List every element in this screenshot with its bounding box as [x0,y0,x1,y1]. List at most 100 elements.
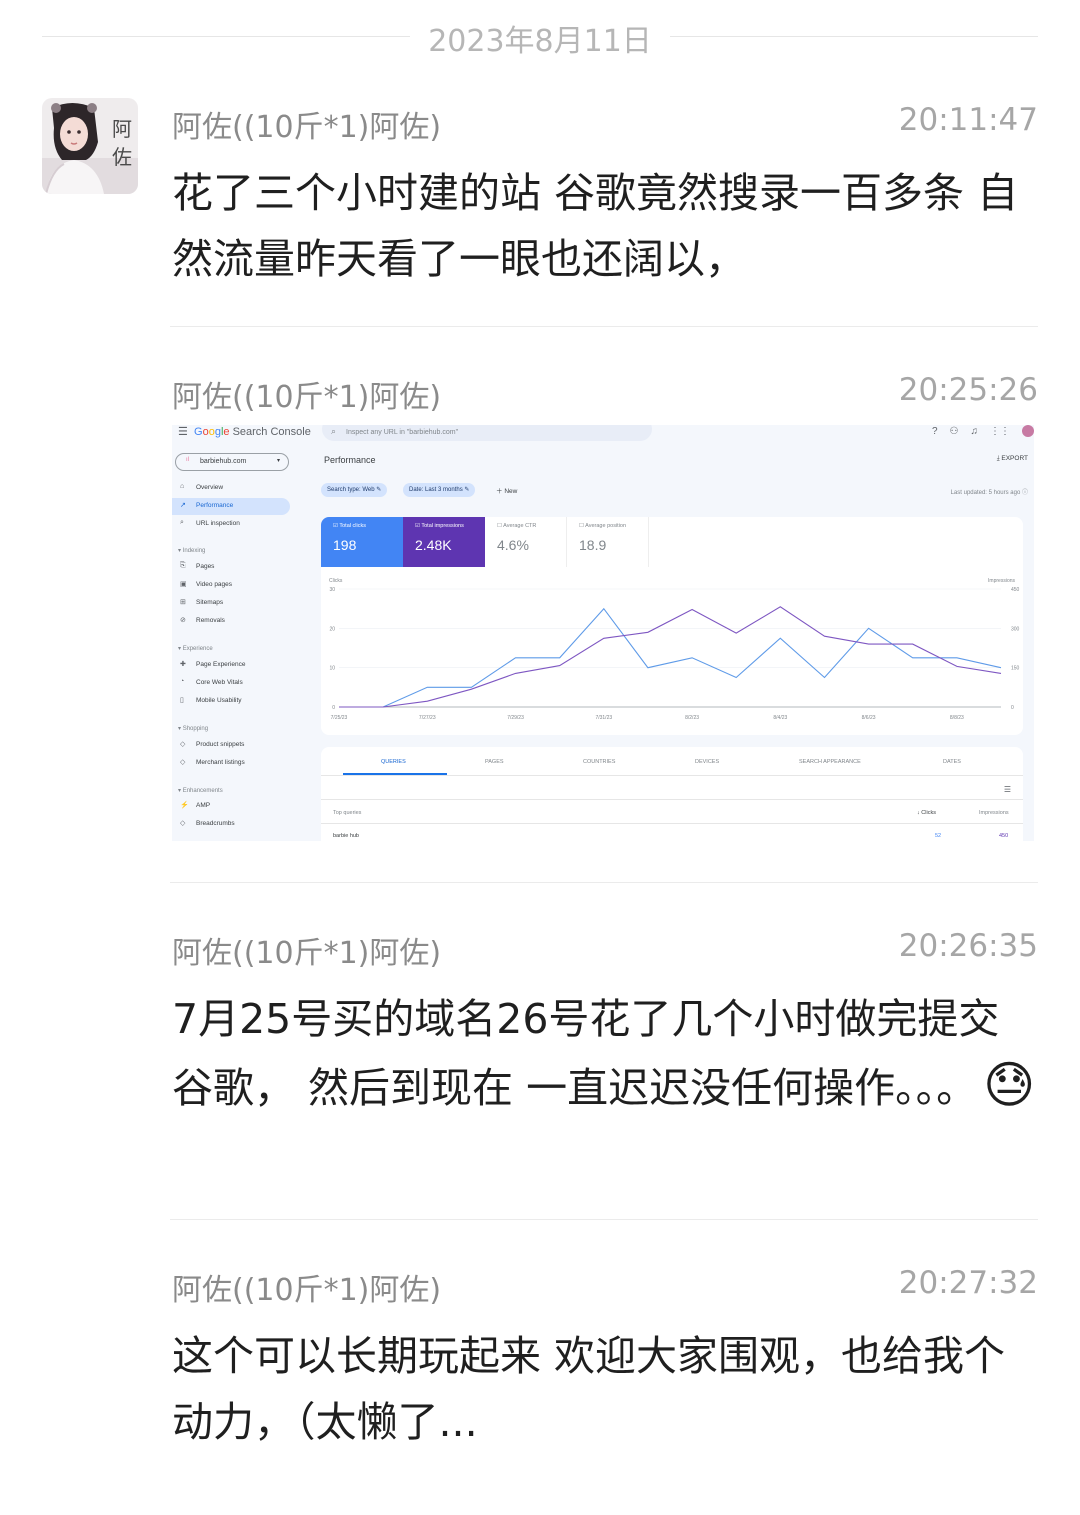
message-divider [170,1219,1038,1220]
sender-name[interactable]: 阿佐((10斤*1)阿佐) [172,110,442,145]
table-row-query: barbie hub [333,833,359,839]
nav-core-web-vitals: ◔ Core Web Vitals [180,678,243,686]
col-impressions: Impressions [979,810,1009,816]
chip-search-type: Search type: Web ✎ [321,483,388,497]
message[interactable]: 阿佐((10斤*1)阿佐) 20:26:35 7月25号买的域名26号花了几个小… [172,928,1038,1121]
nav-overview: ⌂ Overview [180,483,224,491]
nav-section-indexing: ▾ Indexing [178,548,206,554]
facepalm-emoji-icon: 😓 [983,1056,1036,1114]
x-tick-label: 8/4/23 [773,715,787,721]
gsc-topbar-icons: ? ⚇ ♫ ⋮⋮ [920,425,1034,437]
filter-icon: ☰ [1003,785,1011,794]
x-tick-label: 8/6/23 [862,715,876,721]
bolt-icon: ⚡ [180,802,189,809]
gsc-logo: ☰ Google Search Console [178,426,311,438]
nav-merchant-listings: ◇ Merchant listings [180,759,245,766]
performance-chart-card: ☑ Total clicks 198 ☑ Total impressions 2… [321,517,1023,735]
nav-pages: ⎘ Pages [180,562,215,570]
nav-sitemaps: ⊞ Sitemaps [180,599,224,606]
series-line-total-clicks [339,607,1002,708]
message-text: 7月25号买的域名26号花了几个小时做完提交谷歌， 然后到现在 一直迟迟没任何操… [172,995,1036,1114]
queries-table-card: QUERIES PAGES COUNTRIES DEVICES SEARCH A… [321,747,1023,841]
sender-name[interactable]: 阿佐((10斤*1)阿佐) [172,936,442,971]
export-button: ⤓ EXPORT [996,455,1028,462]
nav-url-inspection: ⌕ URL inspection [180,519,240,527]
message[interactable]: 阿佐((10斤*1)阿佐) 20:27:32 这个可以长期玩起来 欢迎大家围观，… [172,1265,1038,1455]
pencil-icon: ✎ [464,487,470,493]
col-top-queries: Top queries [333,810,362,816]
message-divider [170,882,1038,883]
gsc-search-input: ⌕ Inspect any URL in "barbiehub.com" [322,425,652,441]
divider-line [42,36,410,37]
y-tick-label-right: 0 [1011,705,1014,711]
y-tick-label-left: 0 [332,705,335,711]
menu-icon: ☰ [178,426,188,438]
pages-icon: ⎘ [180,562,186,569]
x-tick-label: 7/31/23 [595,715,612,721]
nav-section-enhancements: ▾ Enhancements [178,788,223,794]
message-time: 20:26:35 [898,928,1038,964]
diamond-icon: ◇ [180,741,186,748]
divider-line [670,36,1038,37]
user-avatar-icon [1022,425,1034,437]
pencil-icon: ✎ [376,487,382,493]
tab-indicator [343,773,447,775]
metric-average-position: ☐ Average position 18.9 [567,517,649,567]
nav-page-experience: ✚ Page Experience [180,661,246,668]
table-row-impressions: 450 [999,833,1009,839]
y-tick-label-right: 150 [1011,666,1020,672]
search-icon: ⌕ [331,426,337,436]
col-clicks: ↓ Clicks [917,810,936,816]
sender-name[interactable]: 阿佐((10斤*1)阿佐) [172,1273,442,1308]
x-tick-label: 7/29/23 [507,715,524,721]
bell-icon: ♫ [970,425,979,437]
message-divider [170,326,1038,327]
y-tick-label-left: 10 [329,666,335,672]
nav-removals: ⊘ Removals [180,617,225,624]
nav-section-experience: ▾ Experience [178,646,213,652]
download-icon: ⤓ [996,455,1000,462]
trend-icon: ↗ [180,502,186,509]
phone-icon: ▯ [180,697,184,704]
avatar-char-bottom: 佐 [112,145,132,169]
tab-dates: DATES [943,759,961,765]
tab-devices: DEVICES [695,759,720,765]
diamond-icon: ◇ [180,820,186,827]
new-filter-button: ＋ New [496,488,518,495]
y-tick-label-left: 30 [329,587,335,593]
video-icon: ▣ [180,581,187,588]
last-updated: Last updated: 5 hours ago ⓘ [950,490,1028,496]
message-text: 这个可以长期玩起来 欢迎大家围观，也给我个动力，（太懒了... [172,1332,1006,1446]
message-time: 20:11:47 [898,102,1038,138]
diamond-icon: ◇ [180,759,186,766]
tab-pages: PAGES [485,759,504,765]
series-line-total-impressions [339,606,1002,708]
x-tick-label: 7/27/23 [419,715,436,721]
x-tick-label: 7/25/23 [331,715,348,721]
y-tick-label-right: 450 [1011,587,1020,593]
message[interactable]: 阿佐((10斤*1)阿佐) 20:25:26 [172,372,1038,418]
gsc-page-title: Performance [324,455,376,465]
property-icon: ıl [186,457,189,463]
nav-mobile-usability: ▯ Mobile Usability [180,697,242,704]
y-axis-label-right: Impressions [988,578,1015,584]
avatar[interactable]: 阿 佐 [42,98,138,194]
property-selector: ıl barbiehub.com ▾ [175,453,289,471]
message-time: 20:27:32 [898,1265,1038,1301]
message[interactable]: 阿佐((10斤*1)阿佐) 20:11:47 花了三个小时建的站 谷歌竟然搜录一… [172,102,1038,292]
sender-name[interactable]: 阿佐((10斤*1)阿佐) [172,380,442,415]
nav-amp: ⚡ AMP [180,802,211,809]
message-header: 阿佐((10斤*1)阿佐) 20:26:35 [172,928,1038,974]
metric-average-ctr: ☐ Average CTR 4.6% [485,517,567,567]
removal-icon: ⊘ [180,617,186,624]
people-icon: ⚇ [949,425,959,437]
message-image-search-console[interactable]: ☰ Google Search Console ⌕ Inspect any UR… [172,425,1034,841]
experience-icon: ✚ [180,661,186,668]
metric-total-impressions: ☑ Total impressions 2.48K [403,517,485,567]
y-tick-label-left: 20 [329,626,335,632]
nav-product-snippets: ◇ Product snippets [180,741,245,748]
date-separator: 2023年8月11日 [0,14,1080,60]
nav-performance: ↗ Performance [172,498,290,515]
y-axis-label-left: Clicks [329,578,343,584]
tab-countries: COUNTRIES [583,759,616,765]
